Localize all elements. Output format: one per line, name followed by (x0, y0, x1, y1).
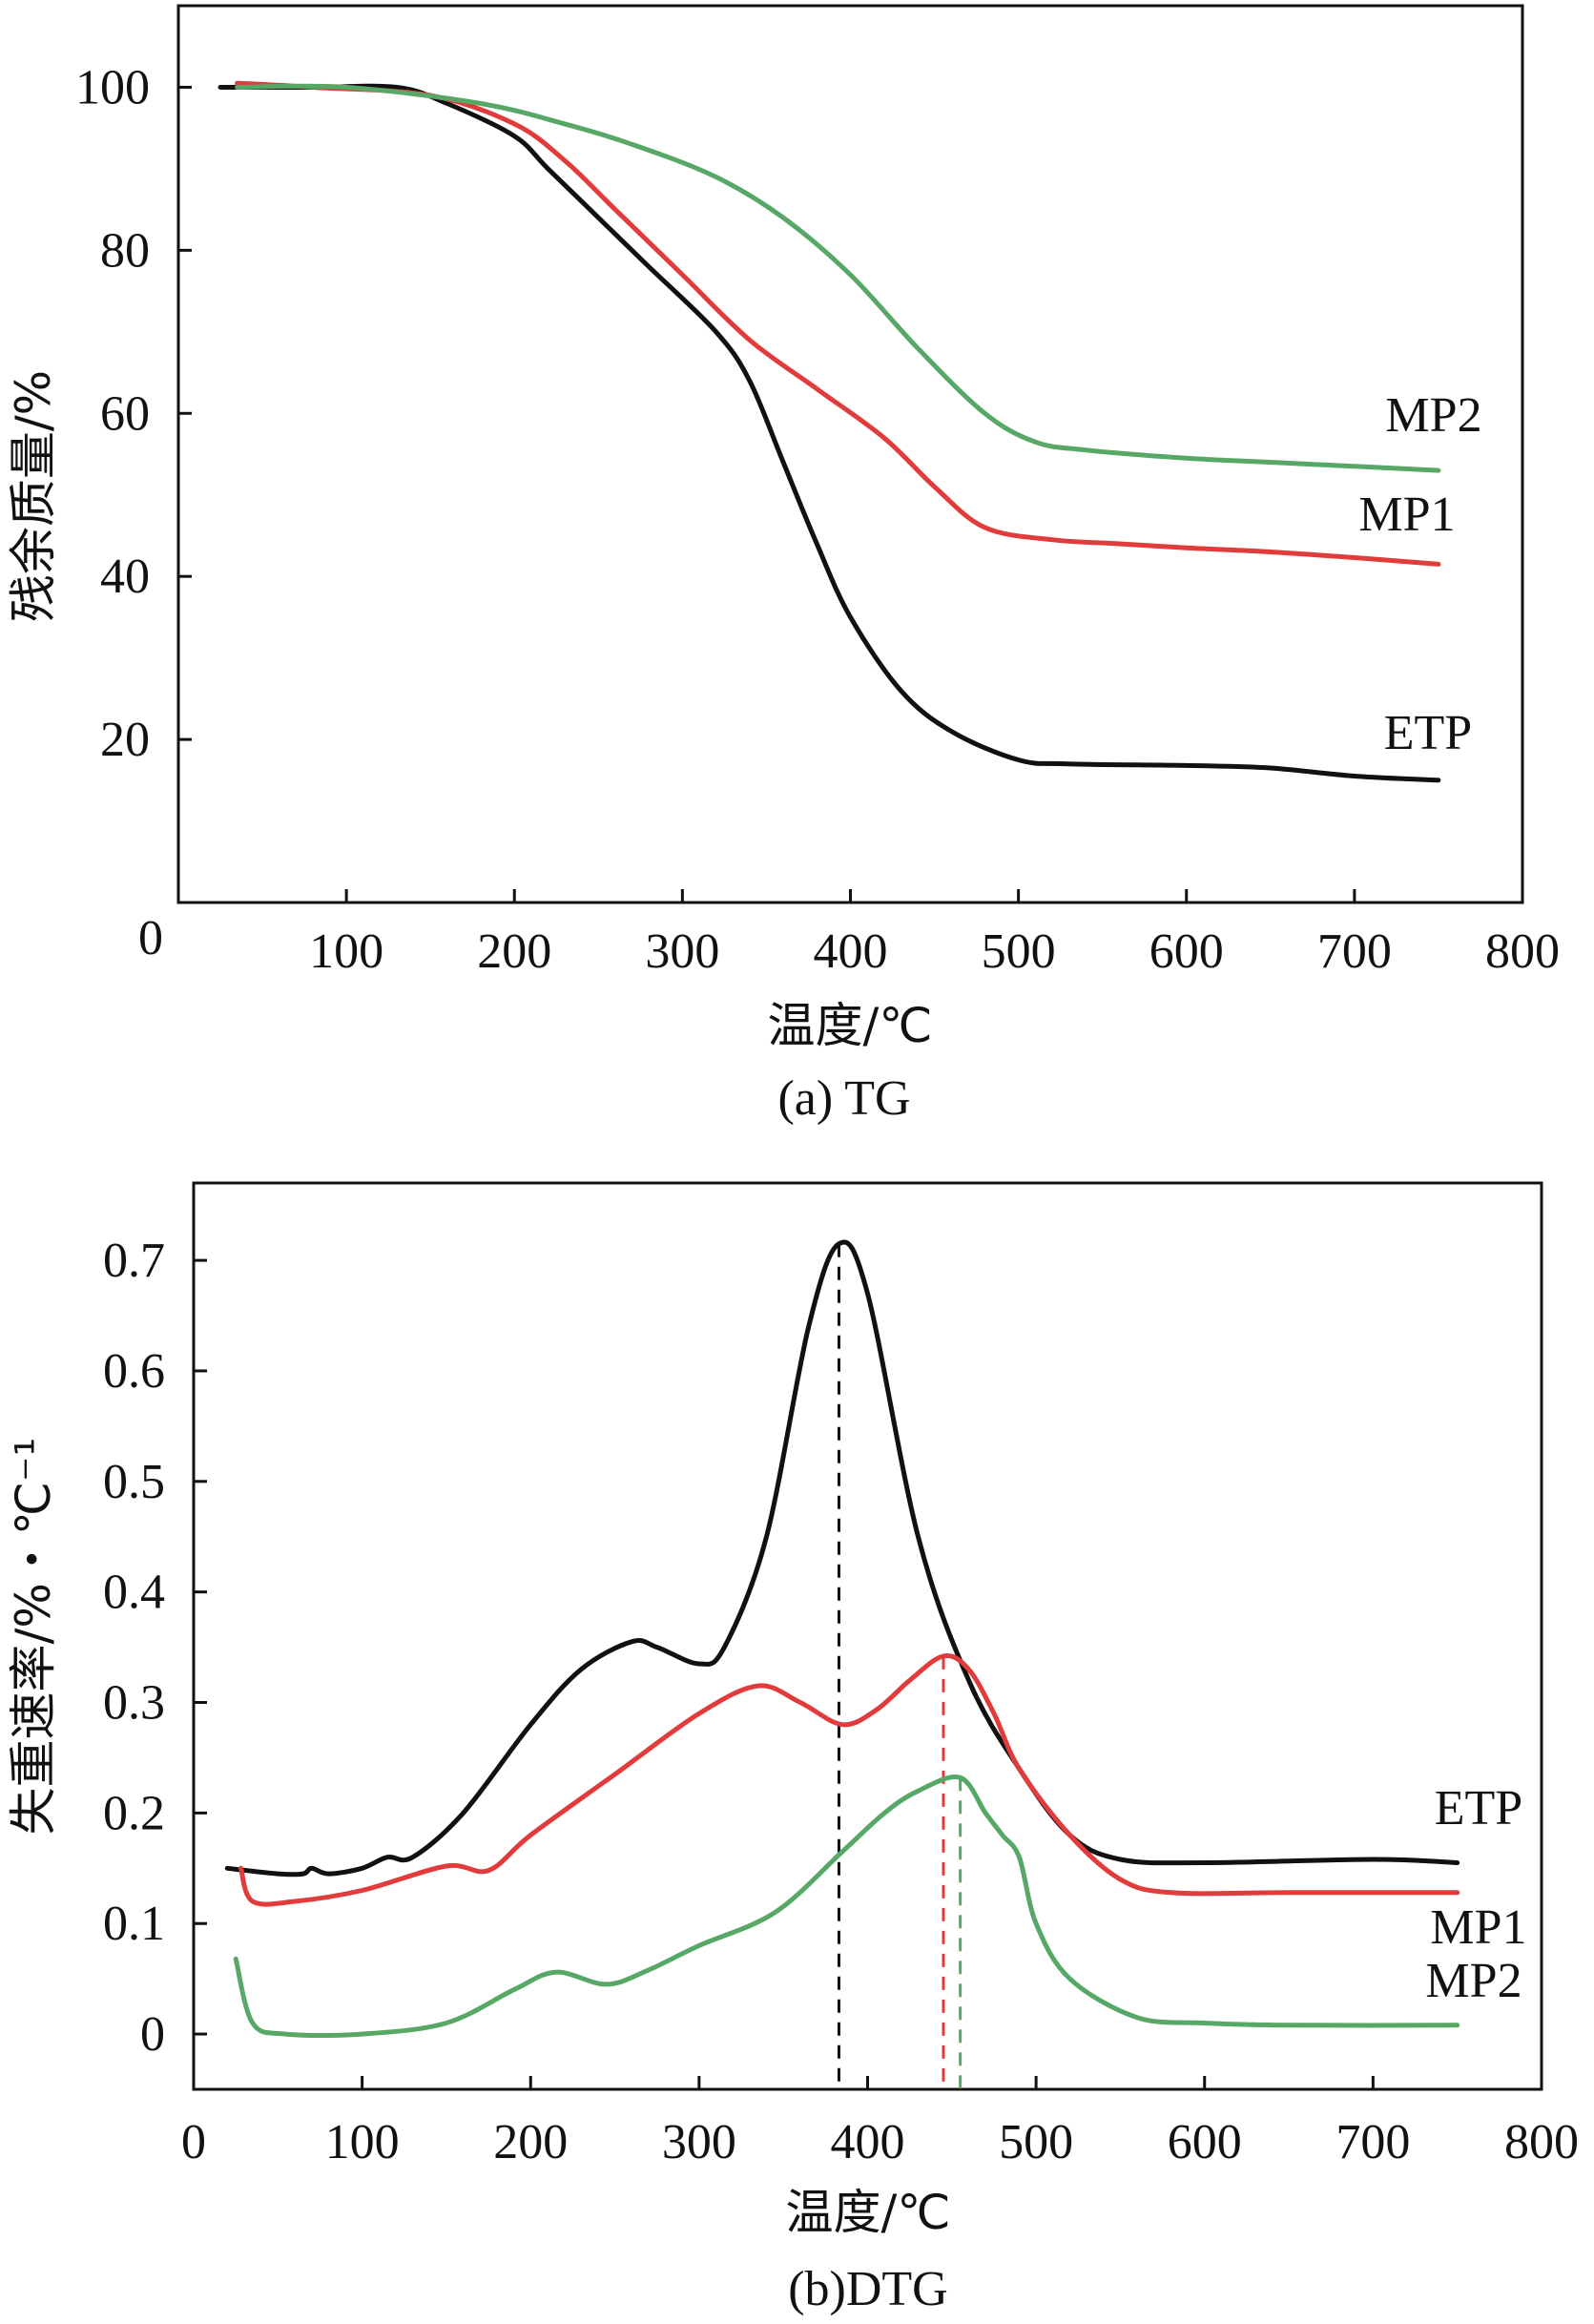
x-tick-label: 600 (1168, 2115, 1242, 2169)
dtg-peak-markers (837, 1243, 963, 2089)
x-tick-label: 400 (831, 2115, 905, 2169)
tg-chart-caption: (a) TG (777, 1071, 910, 1126)
y-tick-label: 0.1 (103, 1897, 165, 1951)
dtg-ticks (194, 1258, 1375, 2089)
x-tick-label: 300 (662, 2115, 736, 2169)
tg-ticks (178, 85, 1356, 903)
tg-x-axis-title: 温度/℃ (768, 998, 933, 1053)
y-tick-label: 20 (100, 713, 150, 767)
dtg-chart-caption: (b)DTG (788, 2262, 948, 2316)
x-tick-label: 100 (309, 924, 383, 979)
x-tick-label: 800 (1504, 2115, 1579, 2169)
x-tick-label: 100 (325, 2115, 400, 2169)
x-tick-label: 700 (1335, 2115, 1410, 2169)
x-tick-label: 700 (1317, 924, 1392, 979)
dtg-tick-labels: 0 100 200 300 400 500 600 700 800 0 0.1 0.2 0.3 0.4 0.… (103, 1234, 1579, 2169)
y-tick-label: 0.3 (103, 1676, 165, 1731)
x-tick-label: 500 (982, 924, 1056, 979)
dtg-plot-frame (192, 1181, 1543, 2091)
x-tick-label: 500 (999, 2115, 1073, 2169)
y-tick-label: 0.5 (103, 1455, 165, 1509)
dtg-series-label-etp: ETP (1435, 1781, 1522, 1836)
x-tick-label: 400 (814, 924, 888, 979)
y-tick-label: 100 (75, 60, 150, 114)
tg-origin-label: 0 (138, 911, 163, 965)
tg-series-line-mp1 (235, 80, 1441, 567)
x-tick-label: 800 (1485, 924, 1560, 979)
y-tick-label: 80 (100, 223, 150, 278)
x-tick-label: 300 (645, 924, 719, 979)
x-tick-label: 0 (181, 2115, 206, 2169)
dtg-series-label-mp1: MP1 (1430, 1900, 1526, 1955)
tg-plot-frame (176, 4, 1524, 904)
tg-series-line-etp (217, 83, 1441, 783)
dtg-series-line-mp2 (233, 1774, 1460, 2039)
y-tick-label: 0.6 (103, 1344, 165, 1399)
tg-series-labels: ETP MP1 MP2 (1358, 388, 1481, 760)
y-tick-label: 0.7 (103, 1234, 165, 1288)
tg-y-axis-title: 残余质量/% (6, 370, 61, 622)
y-tick-label: 0.2 (103, 1786, 165, 1840)
dtg-series-line-etp (224, 1239, 1460, 1878)
dtg-series-label-mp2: MP2 (1425, 1954, 1522, 2008)
dtg-series (224, 1239, 1460, 2039)
tg-series-label-mp1: MP1 (1358, 488, 1455, 542)
x-tick-label: 200 (477, 924, 551, 979)
y-tick-label: 0 (140, 2007, 165, 2062)
y-tick-label: 40 (100, 550, 150, 604)
tg-panel: 100 200 300 400 500 600 700 800 20 40 60 80 100 ETP M… (6, 4, 1560, 1126)
tg-series-line-mp2 (235, 83, 1441, 473)
tg-series-label-mp2: MP2 (1385, 388, 1481, 443)
x-tick-label: 200 (493, 2115, 568, 2169)
tg-series-label-etp: ETP (1384, 706, 1472, 760)
tg-tick-labels: 100 200 300 400 500 600 700 800 20 40 60 80 100 (75, 60, 1560, 979)
dtg-y-axis-title: 失重速率/%・℃⁻¹ (6, 1438, 61, 1836)
x-tick-label: 600 (1149, 924, 1224, 979)
y-tick-label: 60 (100, 386, 150, 441)
tg-series (217, 80, 1441, 783)
dtg-x-axis-title: 温度/℃ (786, 2185, 951, 2240)
dtg-panel: 0 100 200 300 400 500 600 700 800 0 0.1 0.2 0.3 0.4 0.… (6, 1181, 1579, 2316)
dtg-series-line-mp1 (238, 1653, 1460, 1907)
y-tick-label: 0.4 (103, 1566, 165, 1620)
